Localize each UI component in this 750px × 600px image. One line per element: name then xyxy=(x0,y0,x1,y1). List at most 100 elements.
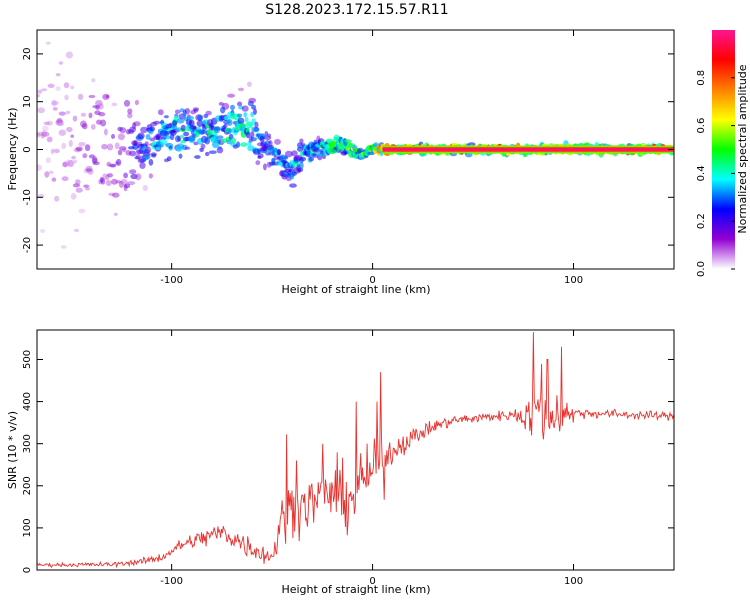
spectrogram-cell xyxy=(284,150,293,158)
spectrogram-cell xyxy=(152,120,161,125)
spectrogram-cell xyxy=(123,99,131,107)
spectrogram-cell xyxy=(77,93,84,101)
spectrogram-cell xyxy=(82,123,88,130)
spectrogram-cell xyxy=(594,142,599,146)
spectrogram-cell xyxy=(105,94,110,99)
spectrogram-cell xyxy=(68,139,73,148)
spectrogram-cell xyxy=(208,150,217,154)
spectrogram-cell xyxy=(78,142,86,147)
spectrogram-cell xyxy=(165,135,171,140)
spectrogram-cell xyxy=(268,140,273,148)
spectrogram-cell xyxy=(250,111,255,118)
spectrogram-cell xyxy=(291,150,298,157)
spectrogram-cell xyxy=(231,137,236,145)
spectrogram-cell xyxy=(157,109,164,116)
spectrogram-cell xyxy=(179,108,184,113)
spectrogram-y-tick-label: 0 xyxy=(22,146,33,152)
spectrogram-cell xyxy=(188,119,195,127)
spectrogram-cell xyxy=(145,134,151,140)
spectrogram-cell xyxy=(257,148,262,155)
spectrogram-cell xyxy=(118,180,124,188)
spectrogram-cell xyxy=(37,93,41,98)
spectrogram-cell xyxy=(257,153,264,159)
spectrogram-cell xyxy=(130,173,138,180)
spectrogram-cell xyxy=(142,184,148,192)
spectrogram-cell xyxy=(255,160,261,166)
spectrogram-cell xyxy=(135,173,142,181)
spectrogram-cell xyxy=(111,178,118,185)
spectrogram-cell xyxy=(46,120,53,126)
spectrogram-cell xyxy=(144,141,149,147)
snr-y-tick-label: 500 xyxy=(22,350,33,369)
colorbar: 0.0 0.2 0.4 0.6 0.8 Normalized spectral ampl… xyxy=(696,30,749,277)
spectrogram-cell xyxy=(90,124,96,130)
spectrogram-cell xyxy=(54,195,60,202)
spectrogram-cell xyxy=(64,94,69,101)
colorbar-label: Normalized spectral amplitude xyxy=(736,64,749,233)
snr-panel: -100 0 100 0 100 200 300 400 500 Height of strai… xyxy=(6,329,675,596)
spectrogram-cell xyxy=(84,144,91,152)
spectrogram-cell xyxy=(117,133,125,141)
spectrogram-cell xyxy=(51,100,59,106)
spectrogram-cell xyxy=(96,119,102,125)
spectrogram-cell xyxy=(119,146,127,151)
spectrogram-cell xyxy=(299,156,307,162)
spectrogram-cell xyxy=(65,110,71,115)
spectrogram-cell xyxy=(94,110,101,115)
spectrogram-cell xyxy=(144,146,152,154)
snr-y-tick-label: 400 xyxy=(22,392,33,411)
spectrogram-cell xyxy=(133,141,138,146)
spectrogram-y-axis-label: Frequency (Hz) xyxy=(6,108,19,191)
spectrogram-cell xyxy=(176,118,185,124)
spectrogram-cell xyxy=(216,135,224,139)
spectrogram-cell xyxy=(247,81,252,87)
spectrogram-cell xyxy=(127,112,133,119)
spectrogram-cell xyxy=(102,93,110,100)
spectrogram-cell xyxy=(65,159,70,167)
spectrogram-cell xyxy=(129,169,137,175)
spectrogram-cell xyxy=(104,128,108,136)
spectrogram-cell xyxy=(226,119,233,126)
spectrogram-cell xyxy=(185,108,190,115)
spectrogram-cell xyxy=(71,155,76,160)
spectrogram-cell xyxy=(186,115,194,121)
spectrogram-heatmap xyxy=(37,41,674,249)
spectrogram-cell xyxy=(250,131,255,139)
spectrogram-y-tick-label: -20 xyxy=(22,237,33,253)
spectrogram-cell xyxy=(41,130,47,138)
spectrogram-cell xyxy=(137,132,145,140)
spectrogram-cell xyxy=(248,97,257,104)
spectrogram-cell xyxy=(58,61,64,65)
spectrogram-cell xyxy=(237,87,245,92)
snr-x-tick-label: 0 xyxy=(369,576,375,587)
spectrogram-cell xyxy=(39,229,46,233)
spectrogram-x-tick-label: 100 xyxy=(564,275,583,286)
spectrogram-cell xyxy=(253,108,257,115)
spectrogram-cell xyxy=(120,179,128,185)
spectrogram-cell xyxy=(88,112,93,119)
spectrogram-x-tick-label: -100 xyxy=(160,275,183,286)
spectrogram-cell xyxy=(72,159,78,164)
spectrogram-cell xyxy=(45,41,51,45)
spectrogram-cell xyxy=(308,156,314,162)
spectrogram-cell xyxy=(95,105,100,111)
spectrogram-y-tick-label: -10 xyxy=(22,189,33,205)
spectrogram-x-tick-label: 0 xyxy=(369,275,375,286)
snr-axes-frame xyxy=(36,329,675,571)
spectrogram-cell xyxy=(70,193,77,200)
spectrogram-cell xyxy=(119,127,127,134)
spectrogram-cell xyxy=(149,126,155,132)
colorbar-tick-label: 0.0 xyxy=(696,261,707,277)
spectrogram-cell xyxy=(63,82,70,89)
colorbar-tick-label: 0.6 xyxy=(696,118,707,134)
spectrogram-cell xyxy=(259,135,265,143)
spectrogram-cell xyxy=(236,141,241,148)
spectrogram-cell xyxy=(140,126,148,134)
spectrogram-cell xyxy=(111,102,118,107)
spectrogram-cell xyxy=(150,152,157,157)
spectrogram-cell xyxy=(205,151,210,157)
spectrogram-cell xyxy=(107,143,114,151)
spectrogram-cell xyxy=(82,153,88,159)
spectrogram-cell xyxy=(237,117,245,125)
spectrogram-cell xyxy=(107,173,113,178)
